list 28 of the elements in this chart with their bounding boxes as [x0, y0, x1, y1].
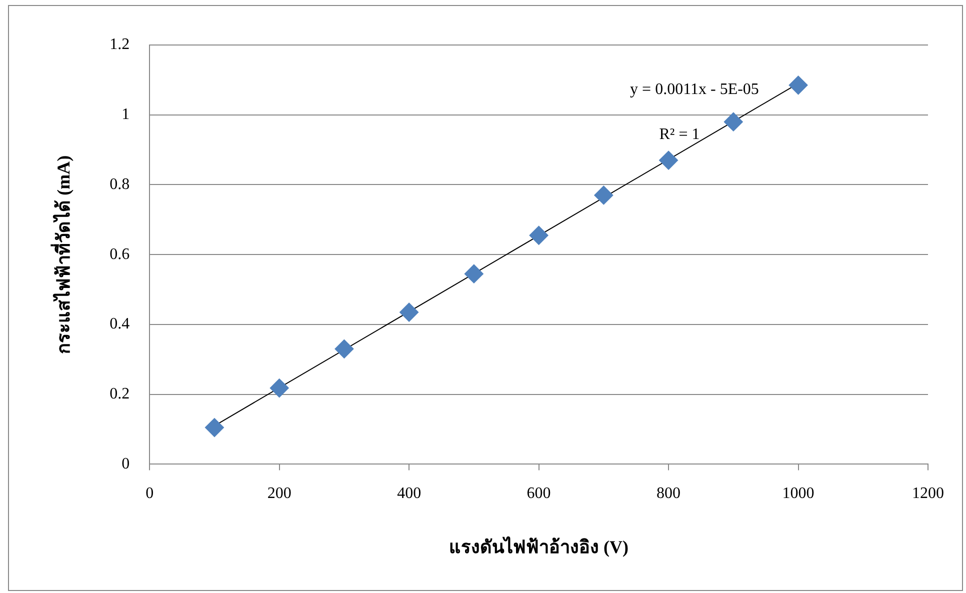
point	[724, 112, 743, 132]
y-tick-label: 0.8	[110, 176, 130, 193]
point	[400, 302, 419, 322]
x-tick-label: 400	[397, 485, 422, 502]
y-tick-label: 0.4	[110, 316, 130, 333]
point	[788, 76, 808, 95]
x-tick-label: 200	[267, 485, 292, 502]
annotation: y = 0.0011x - 5E-05	[630, 81, 759, 98]
point	[334, 339, 354, 358]
point	[659, 150, 678, 170]
y-tick-label: 1.2	[110, 36, 130, 54]
point	[529, 226, 548, 245]
annotation: R² = 1	[659, 126, 700, 144]
x-tick-label: 600	[526, 485, 551, 502]
x-tick-label: 1200	[912, 485, 944, 502]
x-axis-title: แรงดันไฟฟ้าอ้างอิง (V)	[449, 536, 629, 557]
x-tick-label: 0	[146, 485, 154, 502]
y-tick-label: 0.2	[110, 386, 130, 403]
point	[204, 418, 224, 438]
y-tick-label: 1	[122, 106, 130, 124]
y-tick-label: 0	[122, 455, 130, 472]
point	[594, 186, 614, 205]
x-tick-label: 1000	[782, 485, 814, 502]
y-tick-label: 0.6	[110, 246, 130, 263]
point	[464, 264, 484, 284]
x-tick-label: 800	[656, 485, 681, 502]
y-axis-title: กระแสไฟฟ้าที่วัดได้ (mA)	[50, 155, 74, 354]
point	[270, 378, 289, 398]
